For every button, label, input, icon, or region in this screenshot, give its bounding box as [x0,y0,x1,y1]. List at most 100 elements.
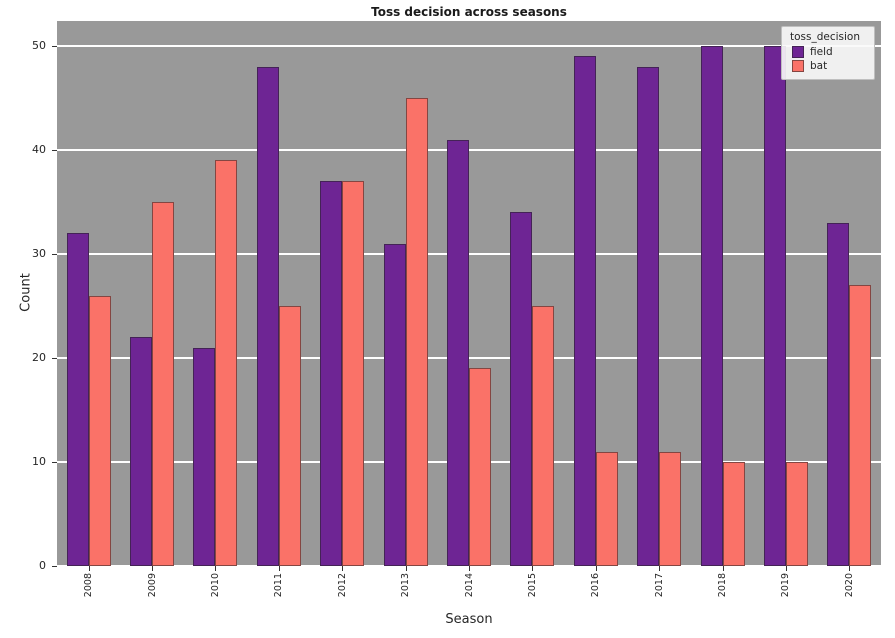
bar-field-2019 [763,45,786,566]
y-tick-mark [52,45,57,47]
x-tick-mark [152,566,154,571]
x-tick-cell: 2017 [628,573,691,607]
bar-bat-2009 [152,201,175,566]
x-tick-cell: 2016 [564,573,627,607]
chart-title: Toss decision across seasons [371,5,567,19]
bar-field-2018 [700,45,723,566]
legend-title: toss_decision [790,31,861,43]
x-tick-cell: 2015 [501,573,564,607]
bar-group-2008 [57,21,120,566]
bar-group-2009 [120,21,183,566]
x-tick-label: 2008 [83,573,95,598]
y-tick-label: 10 [32,454,46,468]
x-tick-mark [342,566,344,571]
x-tick-cell: 2012 [311,573,374,607]
x-tick-label: 2017 [653,573,665,598]
x-tick-label: 2010 [209,573,221,598]
x-tick-label: 2016 [590,573,602,598]
x-tick-label: 2013 [400,573,412,598]
bar-bat-2018 [722,462,745,566]
bar-group-2019 [754,21,817,566]
x-tick-mark [785,566,787,571]
legend-entry-field: field [792,46,864,58]
bar-group-2010 [184,21,247,566]
x-tick-label: 2012 [336,573,348,598]
bar-field-2009 [130,337,153,566]
bar-field-2012 [320,181,343,566]
x-tick-cell: 2009 [120,573,183,607]
bar-group-2017 [628,21,691,566]
x-tick-mark [532,566,534,571]
bar-field-2013 [383,243,406,566]
x-tick-mark [849,566,851,571]
x-tick-cell: 2011 [247,573,310,607]
bar-bat-2016 [595,451,618,566]
bar-field-2016 [573,56,596,566]
x-tick-mark [88,566,90,571]
y-axis-label: Count [18,273,34,312]
x-tick-mark [469,566,470,571]
plot-area: toss_decision field bat [57,21,881,567]
y-tick-mark [52,149,57,151]
y-tick-label: 50 [32,38,46,52]
bar-group-2020 [818,21,881,566]
bar-bat-2010 [215,160,238,566]
bar-bat-2013 [405,97,428,566]
bar-field-2014 [447,139,470,566]
x-tick-cell: 2008 [57,573,120,607]
y-tick-mark [52,566,57,567]
legend-swatch-bat [792,60,804,72]
legend-swatch-field [792,46,804,58]
y-tick-label: 40 [32,142,46,156]
bar-bat-2017 [659,451,682,566]
y-tick-mark [52,357,57,359]
bar-bat-2012 [342,181,365,566]
x-axis-label: Season [445,612,493,627]
y-tick-label: 20 [32,350,46,364]
legend-entry-label: field [810,46,833,58]
bar-field-2011 [256,66,279,566]
legend-entry-label: bat [810,60,828,72]
bars-layer [57,21,881,566]
bar-group-2013 [374,21,437,566]
bar-bat-2015 [532,305,555,566]
bar-group-2012 [311,21,374,566]
x-tick-mark [278,566,280,571]
bar-field-2020 [827,222,850,566]
bar-field-2008 [66,233,89,566]
x-tick-label: 2014 [463,573,475,598]
x-tick-mark [405,566,407,571]
bar-bat-2011 [278,305,301,566]
x-tick-cell: 2013 [374,573,437,607]
x-tick-mark [215,566,217,571]
x-axis-tick-labels: 2008 2009 2010 2011 2012 2013 2014 2015 2016 2017… [57,573,881,607]
legend-entry-bat: bat [792,60,864,72]
bar-bat-2014 [469,368,492,566]
x-tick-cell: 2019 [754,573,817,607]
x-tick-label: 2009 [146,573,158,598]
x-tick-label: 2019 [780,573,792,598]
x-tick-cell: 2010 [184,573,247,607]
y-tick-mark [52,461,57,463]
x-tick-mark [722,566,724,571]
bar-bat-2008 [88,295,111,566]
bar-field-2017 [637,66,660,566]
bar-bat-2019 [785,462,808,566]
legend-entries: field bat [790,46,864,72]
x-tick-cell: 2014 [437,573,500,607]
bar-group-2014 [437,21,500,566]
x-tick-cell: 2020 [818,573,881,607]
x-tick-mark [659,566,661,571]
y-tick-label: 30 [32,246,46,260]
bar-group-2015 [501,21,564,566]
gridline [57,45,881,47]
bar-group-2018 [691,21,754,566]
y-tick-label: 0 [39,559,46,572]
x-tick-label: 2020 [843,573,855,598]
bar-field-2015 [510,212,533,566]
x-tick-label: 2015 [526,573,538,598]
y-tick-mark [52,253,57,255]
bar-group-2016 [564,21,627,566]
x-tick-cell: 2018 [691,573,754,607]
